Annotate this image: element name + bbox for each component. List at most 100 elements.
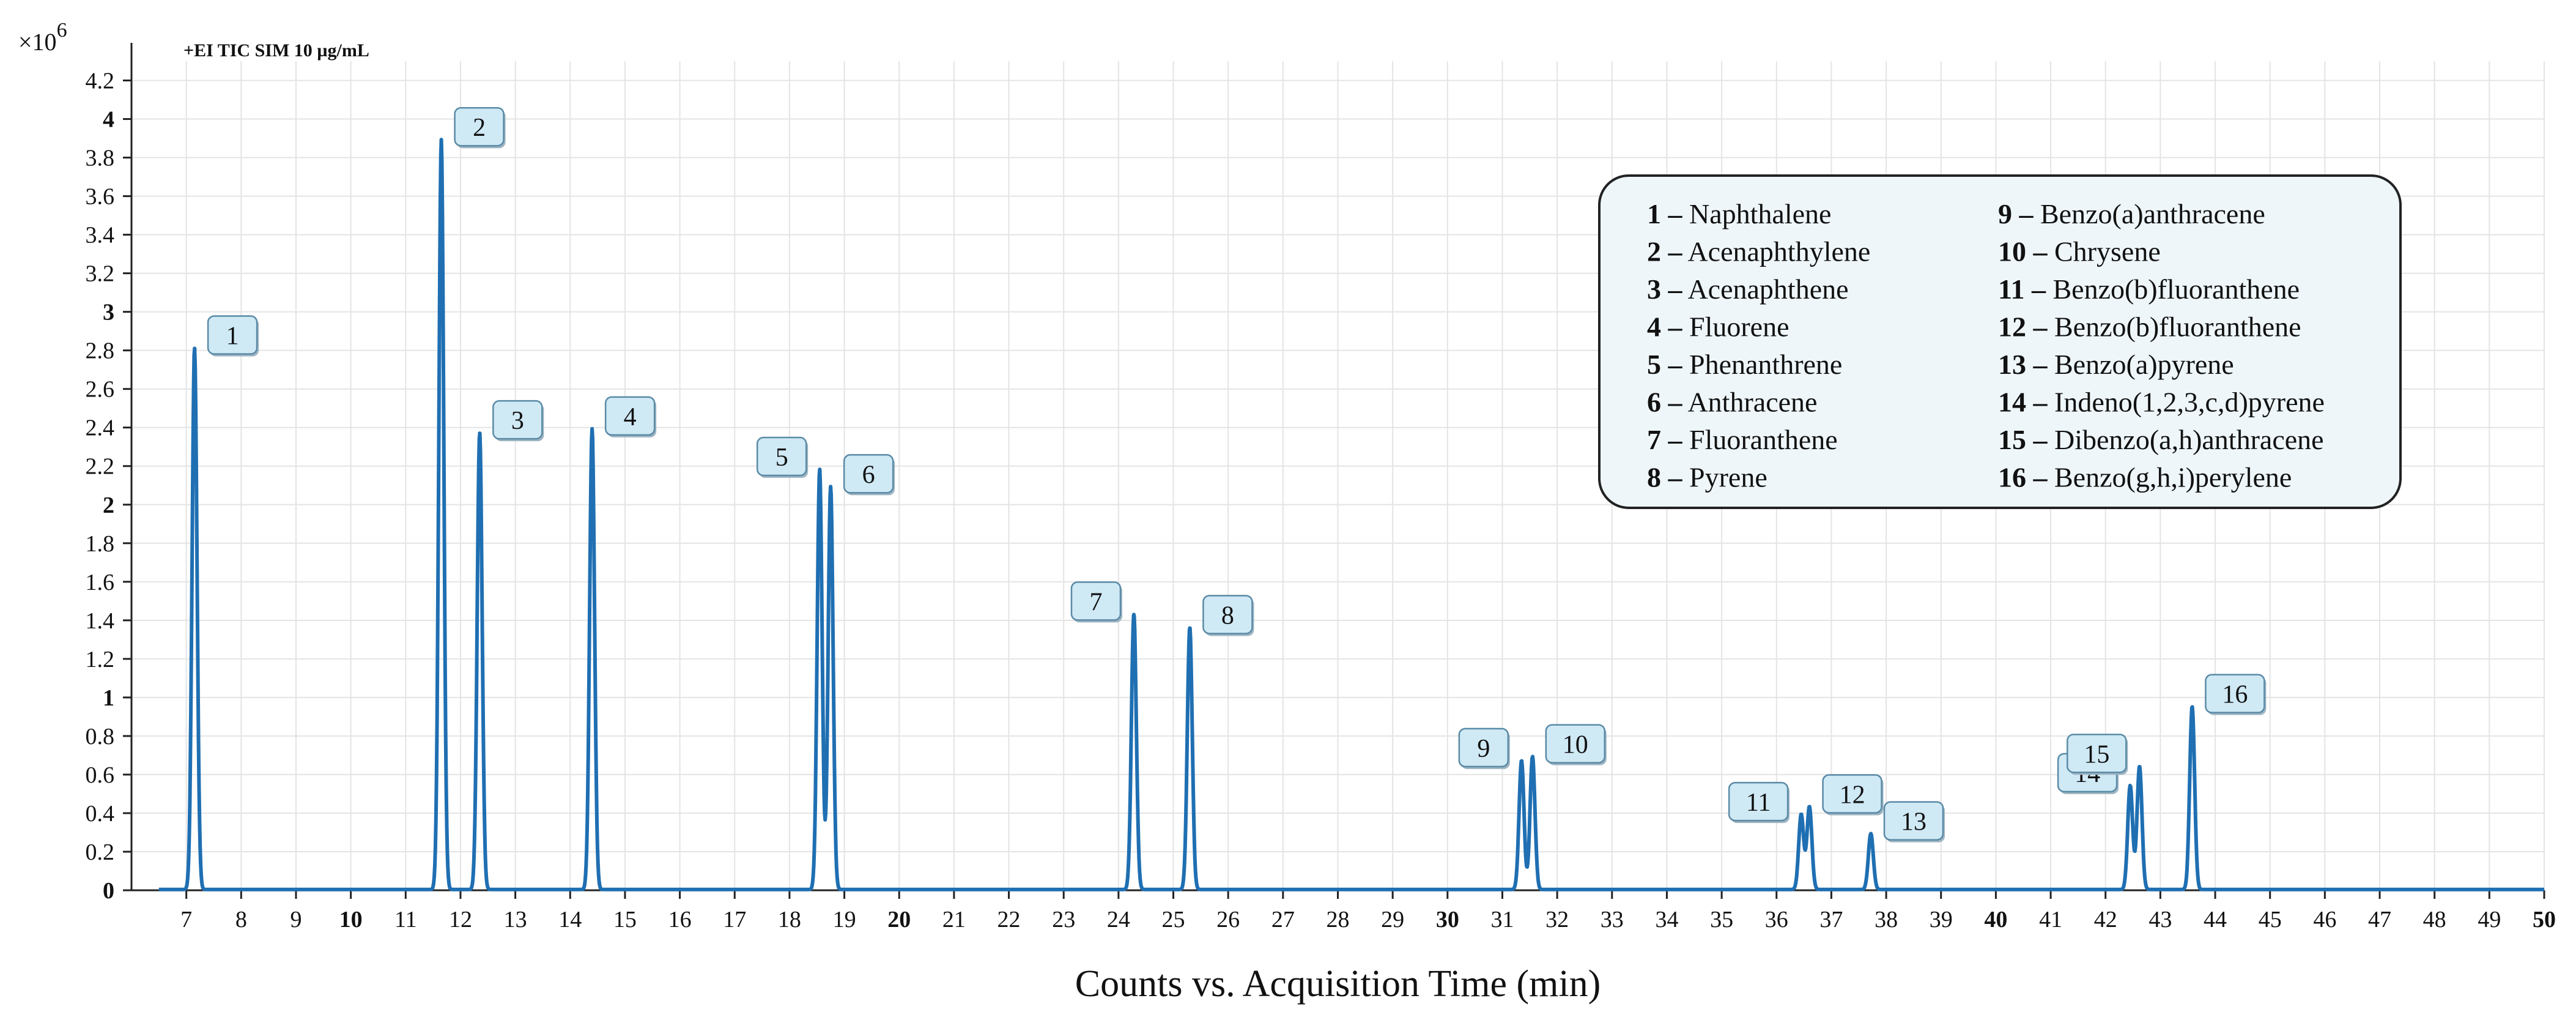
legend-item-5: 5 – Phenanthrene xyxy=(1647,349,1842,380)
peak-label-box xyxy=(1070,581,1122,621)
x-tick-label: 21 xyxy=(942,907,966,932)
legend-item-number: 6 – xyxy=(1647,387,1683,418)
legend-item-name: Phenanthrene xyxy=(1682,349,1843,380)
peak-point-3 xyxy=(478,431,482,436)
legend-item-number: 2 – xyxy=(1647,236,1683,267)
x-tick-label: 34 xyxy=(1655,907,1678,932)
legend-item-name: Chrysene xyxy=(2048,236,2161,267)
peak-label-text: 12 xyxy=(1840,781,1865,810)
peak-label-10: 10 xyxy=(1545,724,1607,765)
peak-label-text: 13 xyxy=(1901,808,1926,836)
y-tick-label: 1 xyxy=(103,685,114,711)
legend-item-15: 15 – Dibenzo(a,h)anthracene xyxy=(1998,424,2324,455)
legend-item-6: 6 – Anthracene xyxy=(1647,387,1817,418)
y-tick-label: 3.4 xyxy=(86,223,115,248)
y-tick-label: 1.8 xyxy=(86,531,115,557)
y-tick-label: 2 xyxy=(103,493,114,518)
y-tick-label: 1.6 xyxy=(86,570,115,595)
x-axis-label: Counts vs. Acquisition Time (min) xyxy=(1075,963,1601,1005)
x-tick-label: 28 xyxy=(1327,907,1350,932)
x-tick-label: 17 xyxy=(723,907,746,932)
x-tick-label: 37 xyxy=(1819,907,1843,932)
legend-item-9: 9 – Benzo(a)anthracene xyxy=(1998,198,2265,229)
legend-item-number: 14 – xyxy=(1998,387,2048,418)
x-tick-label: 31 xyxy=(1490,907,1514,932)
x-tick-label: 41 xyxy=(2039,907,2062,932)
y-tick-label: 2.8 xyxy=(86,338,115,364)
legend-item-2: 2 – Acenaphthylene xyxy=(1647,236,1870,267)
x-tick-labels: 7 8 9 10 11 12 13 14 15 16 17 18 19 20 21 22 23 24 25 26 27 2… xyxy=(180,890,2556,932)
peak-label-8: 8 xyxy=(1202,595,1254,636)
peak-label-box xyxy=(492,400,543,440)
y-tick-label: 0.8 xyxy=(86,724,115,750)
legend-item-14: 14 – Indeno(1,2,3,c,d)pyrene xyxy=(1998,387,2325,418)
peak-point-8 xyxy=(1188,626,1192,630)
peak-label-text: 6 xyxy=(862,461,875,489)
legend-item-number: 5 – xyxy=(1647,349,1683,380)
peak-labels: 12345678910111213141516 xyxy=(207,106,2267,843)
legend-item-name: Naphthalene xyxy=(1682,198,1832,229)
legend-item-number: 11 – xyxy=(1998,274,2046,305)
peak-label-text: 8 xyxy=(1221,601,1234,630)
peak-label-box xyxy=(1883,801,1944,841)
legend-item-number: 15 – xyxy=(1998,424,2048,455)
peak-label-12: 12 xyxy=(1822,774,1884,816)
peak-label-box xyxy=(604,396,656,436)
peak-markers xyxy=(193,138,2194,836)
peak-label-15: 15 xyxy=(2067,734,2128,775)
peak-label-13: 13 xyxy=(1883,801,1945,843)
legend-item-16: 16 – Benzo(g,h,i)perylene xyxy=(1998,462,2292,493)
peak-point-16 xyxy=(2190,705,2194,709)
x-tick-label: 26 xyxy=(1216,907,1240,932)
x-tick-label: 36 xyxy=(1765,907,1788,932)
legend-item-name: Fluorene xyxy=(1682,311,1790,343)
legend-item-number: 3 – xyxy=(1647,274,1683,305)
x-tick-label: 40 xyxy=(1984,907,2007,932)
legend-item-3: 3 – Acenaphthene xyxy=(1647,274,1849,305)
peak-label-text: 5 xyxy=(775,444,788,472)
peak-label-box xyxy=(1545,724,1606,764)
legend-item-10: 10 – Chrysene xyxy=(1998,236,2161,267)
peak-point-11 xyxy=(1799,813,1804,817)
peak-label-text: 3 xyxy=(511,407,524,435)
legend-item-number: 1 – xyxy=(1647,198,1683,229)
x-tick-label: 45 xyxy=(2259,907,2282,932)
legend-item-number: 12 – xyxy=(1998,311,2048,343)
peak-label-text: 9 xyxy=(1477,735,1490,763)
legend-item-number: 7 – xyxy=(1647,424,1683,455)
legend-item-11: 11 – Benzo(b)fluoranthene xyxy=(1998,274,2300,305)
legend-item-number: 8 – xyxy=(1647,462,1683,493)
y-tick-label: 4.2 xyxy=(86,69,115,94)
legend-item-13: 13 – Benzo(a)pyrene xyxy=(1998,349,2234,380)
peak-point-6 xyxy=(829,485,833,489)
legend-item-name: Indeno(1,2,3,c,d)pyrene xyxy=(2048,387,2325,418)
y-tick-label: 3.2 xyxy=(86,261,115,287)
legend-item-name: Benzo(a)pyrene xyxy=(2048,349,2234,380)
y-tick-label: 1.2 xyxy=(86,647,115,672)
legend-item-name: Benzo(g,h,i)perylene xyxy=(2048,462,2292,493)
x-tick-label: 14 xyxy=(558,907,582,932)
legend: 1 – Naphthalene 2 – Acenaphthylene 3 – Ace… xyxy=(1598,174,2402,509)
x-tick-label: 29 xyxy=(1381,907,1404,932)
peak-label-1: 1 xyxy=(207,315,259,357)
legend-item-name: Fluoranthene xyxy=(1682,424,1838,455)
peak-point-9 xyxy=(1519,759,1523,763)
legend-item-8: 8 – Pyrene xyxy=(1647,462,1767,493)
legend-item-name: Benzo(b)fluoranthene xyxy=(2046,274,2300,305)
legend-item-name: Pyrene xyxy=(1682,462,1767,493)
peak-point-5 xyxy=(818,468,822,472)
peak-point-10 xyxy=(1530,755,1534,759)
peak-label-7: 7 xyxy=(1070,581,1122,623)
x-tick-label: 7 xyxy=(180,907,192,932)
x-tick-label: 23 xyxy=(1052,907,1075,932)
y-tick-label: 2.2 xyxy=(86,454,115,480)
legend-box xyxy=(1598,174,2402,509)
peak-label-text: 7 xyxy=(1089,588,1102,616)
legend-item-name: Dibenzo(a,h)anthracene xyxy=(2048,424,2324,455)
x-tick-label: 42 xyxy=(2094,907,2117,932)
legend-item-7: 7 – Fluoranthene xyxy=(1647,424,1838,455)
x-tick-label: 50 xyxy=(2533,907,2556,932)
peak-label-text: 4 xyxy=(624,403,637,431)
x-tick-label: 49 xyxy=(2478,907,2501,932)
peak-label-9: 9 xyxy=(1458,728,1510,769)
